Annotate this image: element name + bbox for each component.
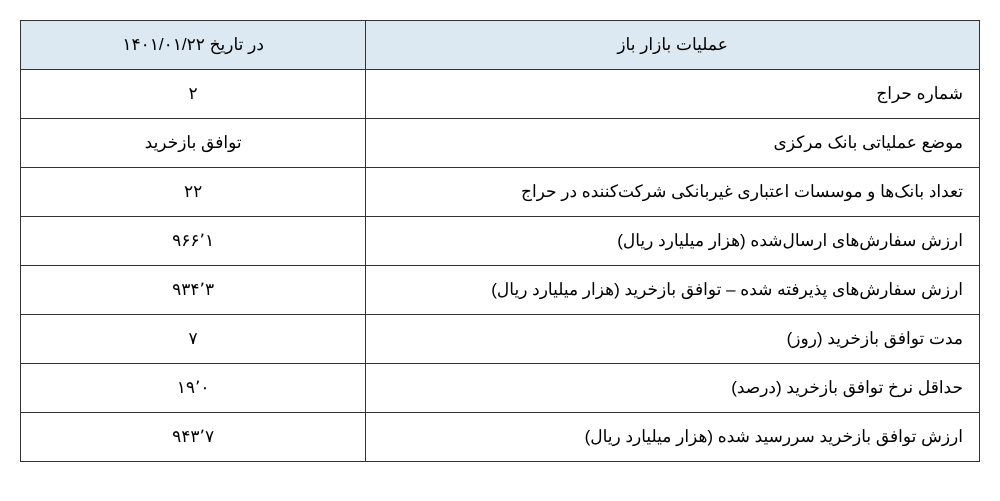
- row-value: ۱۹٬۰: [21, 364, 366, 413]
- table-row: حداقل نرخ توافق بازخرید (درصد) ۱۹٬۰: [21, 364, 980, 413]
- table-row: ارزش توافق بازخرید سررسید شده (هزار میلی…: [21, 413, 980, 462]
- table-row: شماره حراج ۲: [21, 70, 980, 119]
- row-value: ۹۴۳٬۷: [21, 413, 366, 462]
- row-label: حداقل نرخ توافق بازخرید (درصد): [366, 364, 980, 413]
- row-value: ۲: [21, 70, 366, 119]
- row-value: ۲۲: [21, 168, 366, 217]
- row-label: شماره حراج: [366, 70, 980, 119]
- row-label: ارزش توافق بازخرید سررسید شده (هزار میلی…: [366, 413, 980, 462]
- header-label: عملیات بازار باز: [366, 21, 980, 70]
- row-value: ۷: [21, 315, 366, 364]
- table-row: ارزش سفارش‌های پذیرفته شده – توافق بازخر…: [21, 266, 980, 315]
- row-label: مدت توافق بازخرید (روز): [366, 315, 980, 364]
- table-body: شماره حراج ۲ موضع عملیاتی بانک مرکزی توا…: [21, 70, 980, 462]
- row-label: ارزش سفارش‌های ارسال‌شده (هزار میلیارد ر…: [366, 217, 980, 266]
- table-container: عملیات بازار باز در تاریخ ۱۴۰۱/۰۱/۲۲ شما…: [20, 20, 980, 462]
- row-label: موضع عملیاتی بانک مرکزی: [366, 119, 980, 168]
- table-row: مدت توافق بازخرید (روز) ۷: [21, 315, 980, 364]
- row-label: تعداد بانک‌ها و موسسات اعتباری غیربانکی …: [366, 168, 980, 217]
- row-value: ۹۶۶٬۱: [21, 217, 366, 266]
- row-label: ارزش سفارش‌های پذیرفته شده – توافق بازخر…: [366, 266, 980, 315]
- table-row: ارزش سفارش‌های ارسال‌شده (هزار میلیارد ر…: [21, 217, 980, 266]
- header-value: در تاریخ ۱۴۰۱/۰۱/۲۲: [21, 21, 366, 70]
- header-row: عملیات بازار باز در تاریخ ۱۴۰۱/۰۱/۲۲: [21, 21, 980, 70]
- table-row: تعداد بانک‌ها و موسسات اعتباری غیربانکی …: [21, 168, 980, 217]
- row-value: ۹۳۴٬۳: [21, 266, 366, 315]
- data-table: عملیات بازار باز در تاریخ ۱۴۰۱/۰۱/۲۲ شما…: [20, 20, 980, 462]
- table-row: موضع عملیاتی بانک مرکزی توافق بازخرید: [21, 119, 980, 168]
- row-value: توافق بازخرید: [21, 119, 366, 168]
